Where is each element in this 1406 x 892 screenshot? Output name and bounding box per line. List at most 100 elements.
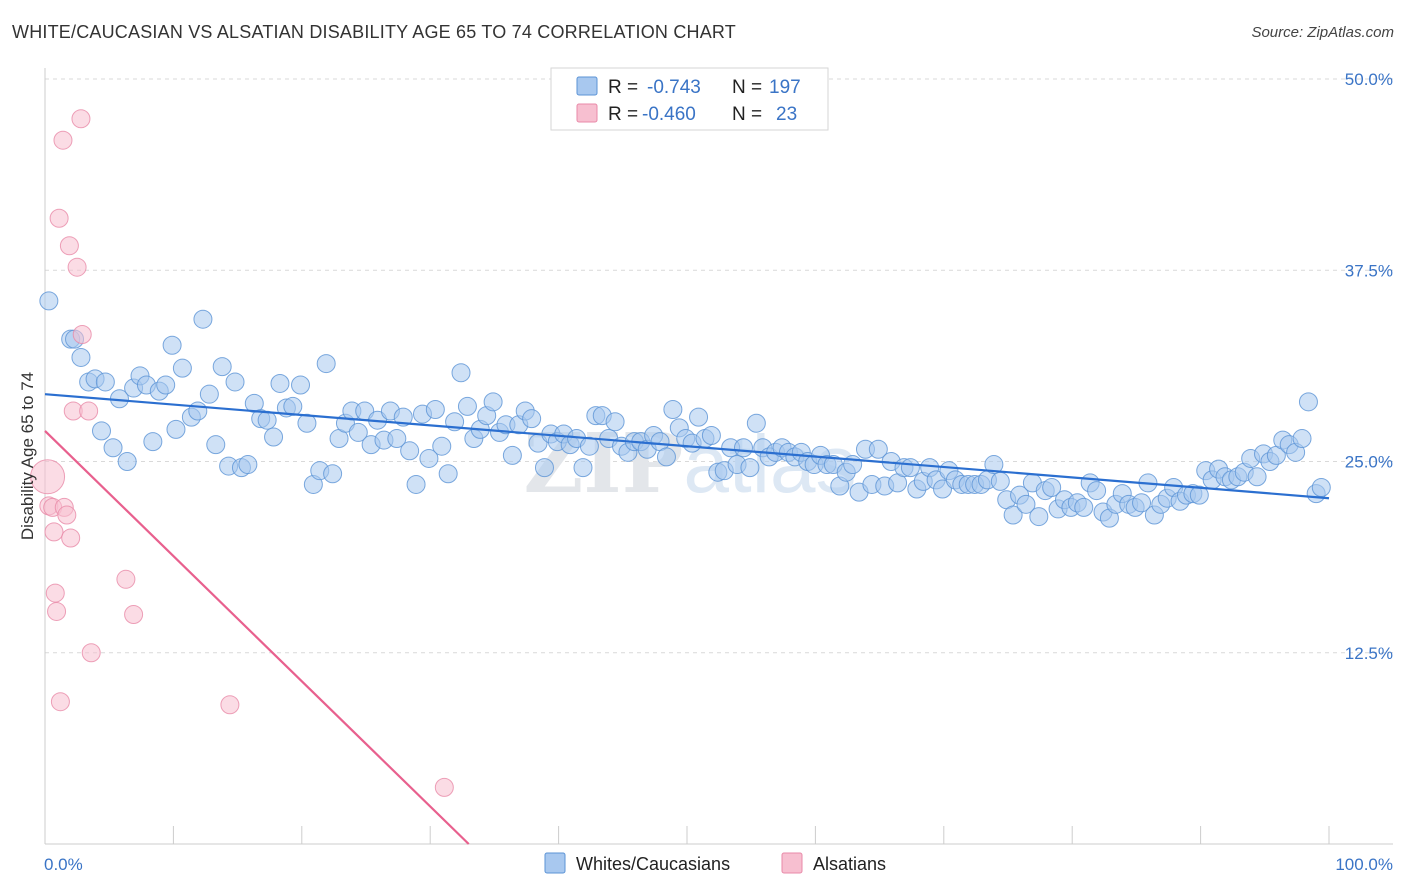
point-alsatians-3 [44, 522, 64, 542]
y-tick-label-1: 25.0% [1345, 453, 1393, 472]
point-whites-29 [238, 455, 258, 475]
point-whites-145 [984, 455, 1004, 475]
y-tick-label-2: 37.5% [1345, 261, 1393, 280]
point-whites-60 [438, 464, 458, 484]
point-whites-62 [451, 363, 471, 383]
point-whites-59 [432, 436, 452, 456]
point-whites-53 [393, 407, 413, 427]
point-whites-17 [162, 335, 182, 355]
point-alsatians-11 [59, 236, 79, 256]
point-whites-150 [1016, 494, 1036, 514]
point-whites-52 [387, 429, 407, 449]
point-whites-38 [297, 413, 317, 433]
point-whites-75 [534, 458, 554, 478]
point-whites-95 [663, 399, 683, 419]
legend-n-label-2: N = [732, 104, 762, 125]
bottom-legend-label-alsatians: Alsatians [813, 854, 886, 874]
point-whites-132 [900, 458, 920, 478]
point-whites-107 [740, 458, 760, 478]
point-whites-108 [746, 413, 766, 433]
point-whites-177 [1189, 485, 1209, 505]
bottom-legend-swatch-alsatians [781, 852, 803, 874]
point-whites-58 [425, 399, 445, 419]
top-legend: R = -0.743 N = 197 R = -0.460 N = 23 [550, 67, 829, 131]
point-whites-6 [91, 421, 111, 441]
point-whites-148 [1003, 505, 1023, 525]
point-whites-41 [316, 354, 336, 374]
point-whites-27 [225, 372, 245, 392]
point-whites-21 [188, 401, 208, 421]
point-alsatians-22 [434, 777, 454, 797]
point-alsatians-5 [47, 601, 67, 621]
legend-swatch-whites [576, 76, 598, 96]
point-whites-168 [1132, 493, 1152, 513]
chart-source: Source: ZipAtlas.com [1251, 24, 1394, 41]
x-tick-label-0: 0.0% [44, 855, 83, 874]
point-whites-10 [117, 452, 137, 471]
point-whites-3 [71, 347, 91, 367]
chart-title: WHITE/CAUCASIAN VS ALSATIAN DISABILITY A… [12, 22, 736, 42]
grid-layer [45, 78, 1393, 654]
point-whites-16 [156, 375, 176, 395]
point-whites-55 [406, 474, 426, 494]
point-whites-0 [39, 291, 59, 311]
point-whites-36 [283, 396, 303, 416]
point-whites-57 [419, 448, 439, 468]
point-whites-94 [656, 447, 676, 467]
y-tick-label-3: 50.0% [1345, 70, 1393, 89]
trend-layer [44, 393, 1330, 845]
point-whites-73 [522, 409, 542, 429]
point-whites-196 [1311, 478, 1331, 498]
trend-line-alsatians [44, 430, 470, 845]
point-whites-99 [689, 407, 709, 427]
point-whites-154 [1042, 478, 1062, 498]
point-alsatians-8 [53, 130, 73, 150]
point-whites-37 [291, 375, 311, 395]
point-alsatians-15 [71, 109, 91, 129]
point-whites-137 [933, 479, 953, 499]
point-whites-7 [95, 372, 115, 392]
point-whites-19 [172, 358, 192, 378]
point-whites-63 [457, 396, 477, 416]
point-alsatians-12 [61, 528, 81, 548]
legend-n-value-1: 197 [769, 77, 801, 98]
point-whites-25 [212, 357, 232, 377]
point-whites-186 [1247, 467, 1267, 487]
legend-swatch-alsatians [576, 103, 598, 123]
point-whites-18 [166, 419, 186, 439]
legend-n-label-1: N = [732, 77, 762, 98]
point-alsatians-17 [79, 401, 99, 421]
point-whites-161 [1087, 481, 1107, 501]
point-alsatians-18 [81, 643, 101, 663]
point-whites-67 [483, 392, 503, 412]
trend-line-whites [44, 393, 1330, 500]
axes-layer [44, 68, 1393, 845]
tick-label-layer: 12.5% 25.0% 37.5% 50.0% 0.0% 100.0% [44, 70, 1393, 874]
point-whites-86 [605, 412, 625, 432]
point-whites-46 [348, 422, 368, 442]
point-whites-194 [1298, 392, 1318, 412]
points-layer [30, 109, 1331, 797]
point-alsatians-0 [30, 459, 66, 495]
point-alsatians-19 [116, 569, 136, 589]
point-alsatians-10 [57, 505, 77, 525]
point-whites-70 [502, 445, 522, 465]
y-axis-title: Disability Age 65 to 74 [18, 372, 37, 540]
point-whites-159 [1074, 497, 1094, 517]
point-whites-34 [270, 373, 290, 393]
legend-r-label-2: R = [608, 104, 638, 125]
point-whites-23 [199, 384, 219, 404]
point-whites-193 [1292, 429, 1312, 449]
point-whites-42 [323, 464, 343, 484]
point-whites-32 [257, 410, 277, 430]
x-tick-label-1: 100.0% [1335, 855, 1393, 874]
bottom-legend: Whites/Caucasians Alsatians [544, 852, 886, 874]
point-whites-14 [143, 432, 163, 452]
point-whites-127 [868, 439, 888, 459]
y-tick-label-0: 12.5% [1345, 644, 1393, 663]
point-alsatians-4 [45, 583, 65, 603]
point-whites-24 [206, 435, 226, 455]
point-alsatians-21 [220, 695, 240, 715]
point-alsatians-16 [72, 325, 92, 345]
